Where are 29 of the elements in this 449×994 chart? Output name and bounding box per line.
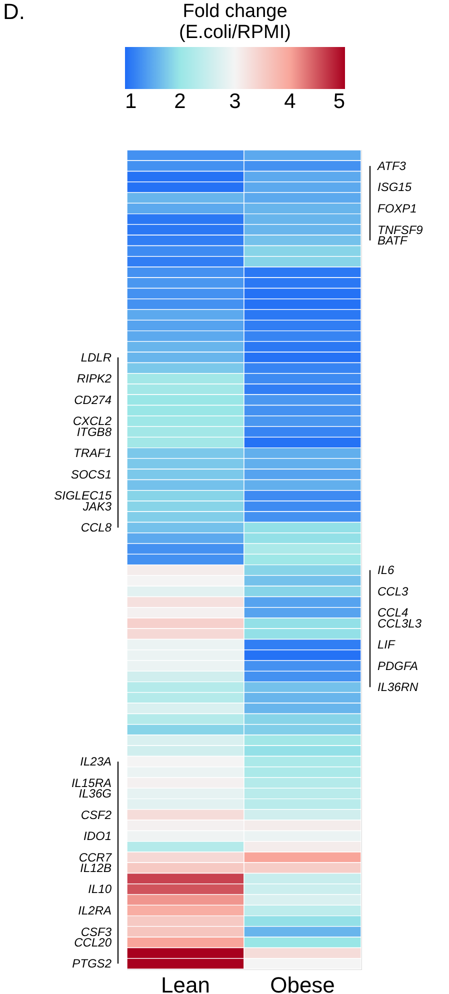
color-bar-label: 1 xyxy=(125,90,137,113)
y-tick-label: CCL8 xyxy=(80,520,112,535)
y-tick-label: CD274 xyxy=(74,392,112,407)
color-bar-label: 4 xyxy=(284,90,296,113)
color-bar-label: 5 xyxy=(333,90,345,113)
y-tick-label: CSF2 xyxy=(80,808,112,822)
y-tick-label: RIPK2 xyxy=(76,372,112,386)
y2-tick-label: PDGFA xyxy=(378,658,418,673)
y-tick-label: TRAF1 xyxy=(73,446,112,460)
x-tick-label: Obese xyxy=(270,972,335,994)
y-tick-label: SOCS1 xyxy=(70,467,112,482)
y2-tick-label: ATF3 xyxy=(376,158,406,173)
y-tick-label: IL23A xyxy=(80,754,112,769)
y-tick-label: PTGS2 xyxy=(72,956,112,971)
y2-tick-label: FOXP1 xyxy=(378,202,417,216)
y-tick-label: LDLR xyxy=(80,350,112,364)
y2-tick-label: IL36RN xyxy=(378,680,419,694)
x-tick-label: Lean xyxy=(161,972,210,994)
chart-title: D. xyxy=(3,0,25,24)
color-bar-title: Fold change (E.coli/RPMI) xyxy=(179,1,291,43)
y2-tick-label: LIF xyxy=(378,638,396,652)
color-bar-label: 2 xyxy=(174,90,186,113)
y2-tick-label: CCL3 xyxy=(378,584,409,598)
y-tick-label: IL10 xyxy=(88,882,112,896)
color-bar-label: 3 xyxy=(229,90,241,113)
y2-tick-label: IL6 xyxy=(378,563,395,578)
y2-tick-label: ISG15 xyxy=(378,180,412,194)
y-tick-label: IL2RA xyxy=(78,904,112,918)
y-tick-label: IDO1 xyxy=(83,829,112,844)
